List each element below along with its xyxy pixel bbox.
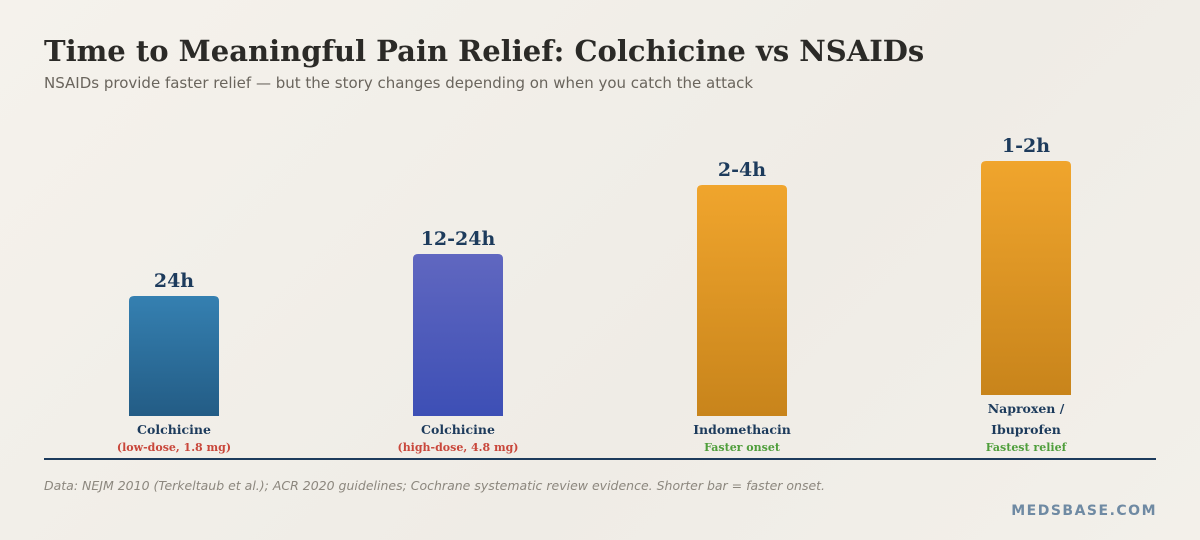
category-label-4-line-1: Naproxen / bbox=[988, 401, 1065, 416]
value-label-4: 1-2h bbox=[1002, 135, 1050, 157]
note-3: Faster onset bbox=[704, 441, 781, 454]
source-note: Data: NEJM 2010 (Terkeltaub et al.); ACR… bbox=[44, 478, 826, 493]
bar-2 bbox=[413, 254, 503, 416]
note-2: (high-dose, 4.8 mg) bbox=[397, 441, 518, 454]
chart-title: Time to Meaningful Pain Relief: Colchici… bbox=[44, 34, 925, 68]
value-label-2: 12-24h bbox=[421, 228, 496, 250]
bar-4 bbox=[981, 161, 1071, 395]
category-label-1: Colchicine bbox=[137, 422, 211, 437]
bar-3 bbox=[697, 185, 787, 416]
note-4: Fastest relief bbox=[986, 441, 1068, 454]
category-label-4-line-2: Ibuprofen bbox=[991, 422, 1061, 437]
category-label-2: Colchicine bbox=[421, 422, 495, 437]
bar-1 bbox=[129, 296, 219, 416]
brand-logo: MEDSBASE.COM bbox=[1011, 503, 1157, 519]
chart-subtitle: NSAIDs provide faster relief — but the s… bbox=[44, 74, 754, 92]
value-label-3: 2-4h bbox=[718, 159, 766, 181]
value-label-1: 24h bbox=[154, 270, 194, 292]
note-1: (low-dose, 1.8 mg) bbox=[117, 441, 231, 454]
category-label-3: Indomethacin bbox=[693, 422, 791, 437]
